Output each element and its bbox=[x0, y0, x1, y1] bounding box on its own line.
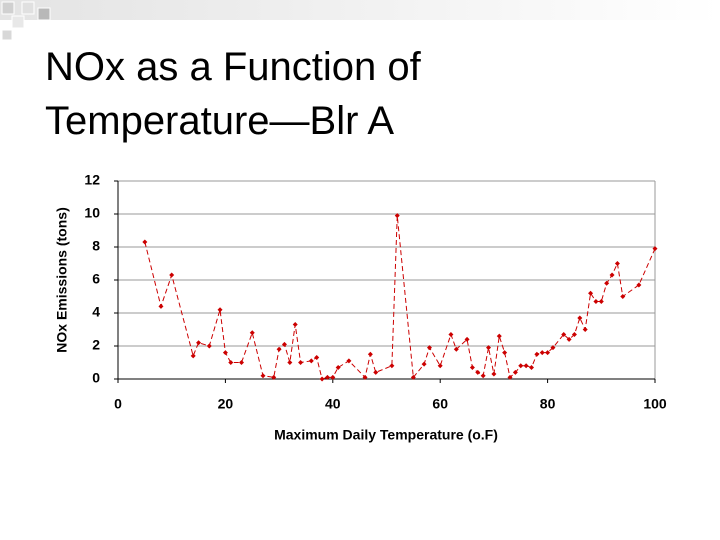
point bbox=[158, 303, 164, 309]
point bbox=[652, 246, 658, 252]
point bbox=[169, 272, 175, 278]
point bbox=[249, 330, 255, 336]
point bbox=[571, 331, 577, 337]
point bbox=[523, 363, 529, 369]
point bbox=[421, 361, 427, 367]
point bbox=[308, 358, 314, 364]
x-tick-label: 20 bbox=[218, 396, 234, 412]
y-tick-label: 4 bbox=[92, 304, 100, 320]
point bbox=[480, 373, 486, 379]
point bbox=[502, 350, 508, 356]
point bbox=[426, 345, 432, 351]
point bbox=[437, 363, 443, 369]
decoration bbox=[0, 0, 720, 41]
point bbox=[464, 336, 470, 342]
point bbox=[453, 346, 459, 352]
x-axis-label: Maximum Daily Temperature (o.F) bbox=[274, 427, 498, 443]
point bbox=[330, 374, 336, 380]
y-tick-label: 10 bbox=[84, 205, 100, 221]
point bbox=[588, 290, 594, 296]
point bbox=[292, 322, 298, 328]
point bbox=[298, 360, 304, 365]
point bbox=[260, 373, 266, 379]
point bbox=[598, 298, 604, 304]
point bbox=[550, 345, 556, 351]
point bbox=[276, 346, 282, 352]
y-tick-label: 8 bbox=[92, 238, 100, 254]
x-tick-label: 80 bbox=[540, 396, 556, 412]
point bbox=[346, 358, 352, 364]
x-tick-label: 100 bbox=[643, 396, 667, 412]
point bbox=[636, 282, 642, 288]
point bbox=[222, 350, 228, 356]
point bbox=[561, 331, 567, 337]
point bbox=[496, 333, 502, 339]
point bbox=[486, 345, 492, 351]
point bbox=[324, 374, 330, 380]
point bbox=[228, 360, 234, 365]
point bbox=[620, 294, 626, 299]
point bbox=[410, 374, 416, 380]
point bbox=[373, 369, 379, 375]
point bbox=[217, 307, 223, 313]
point bbox=[362, 374, 368, 380]
y-tick-label: 2 bbox=[92, 337, 100, 353]
point bbox=[566, 336, 572, 342]
point bbox=[206, 343, 212, 349]
point bbox=[469, 364, 475, 370]
point bbox=[196, 340, 202, 346]
point bbox=[190, 353, 196, 359]
x-tick-label: 40 bbox=[325, 396, 341, 412]
x-tick-label: 60 bbox=[432, 396, 448, 412]
point bbox=[448, 331, 454, 337]
point bbox=[614, 261, 620, 266]
title-line: NOx as a Function of bbox=[45, 45, 422, 89]
point bbox=[582, 327, 588, 332]
y-axis-label: NOx Emissions (tons) bbox=[54, 207, 70, 352]
point bbox=[534, 351, 540, 357]
point bbox=[491, 371, 497, 377]
x-tick-label: 0 bbox=[114, 396, 122, 412]
series-line bbox=[144, 215, 656, 380]
point bbox=[518, 363, 524, 369]
point bbox=[271, 374, 277, 380]
point bbox=[512, 369, 518, 375]
y-tick-label: 6 bbox=[92, 271, 100, 287]
point bbox=[239, 360, 245, 365]
point bbox=[394, 213, 400, 219]
point bbox=[539, 350, 545, 356]
point bbox=[604, 280, 610, 286]
point bbox=[314, 355, 320, 361]
title-line: Temperature—Blr A bbox=[45, 99, 394, 143]
point bbox=[142, 239, 148, 245]
point bbox=[609, 272, 615, 278]
point bbox=[319, 376, 325, 382]
y-tick-label: 0 bbox=[92, 370, 100, 386]
point bbox=[475, 369, 481, 375]
point bbox=[287, 360, 293, 365]
y-tick-label: 12 bbox=[84, 172, 100, 188]
point bbox=[528, 364, 534, 370]
point bbox=[335, 364, 341, 370]
point bbox=[507, 374, 513, 380]
point bbox=[545, 350, 551, 356]
point bbox=[367, 351, 373, 357]
point bbox=[389, 363, 395, 369]
point bbox=[593, 298, 599, 304]
point bbox=[577, 315, 583, 321]
point bbox=[281, 341, 287, 347]
